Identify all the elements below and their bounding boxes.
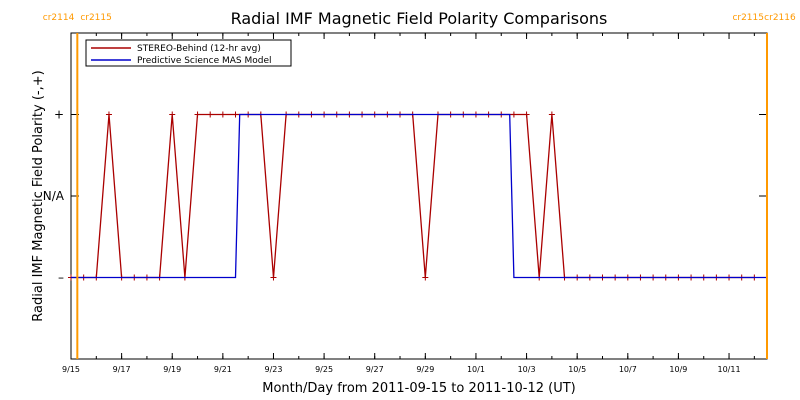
- x-tick-label: 9/27: [366, 365, 384, 374]
- y-tick-label: N/A: [43, 189, 65, 203]
- x-tick-label: 9/25: [315, 365, 333, 374]
- x-tick-label: 9/23: [264, 365, 282, 374]
- carrington-markers: cr2114 cr2115 cr2115 cr2116: [43, 13, 796, 359]
- x-tick-label: 9/19: [163, 365, 181, 374]
- x-tick-label: 10/7: [619, 365, 637, 374]
- data-point: [422, 274, 429, 281]
- y-tick-label: –: [58, 271, 64, 285]
- x-tick-label: 10/3: [518, 365, 536, 374]
- x-tick-label: 10/5: [568, 365, 586, 374]
- data-point: [207, 111, 214, 118]
- legend-box: [85, 39, 292, 67]
- carrington-label-left: cr2115: [732, 13, 764, 23]
- y-axis-label: Radial IMF Magnetic Field Polarity (-,+): [31, 70, 46, 321]
- data-point: [169, 111, 176, 118]
- data-point: [194, 111, 201, 118]
- x-tick-label: 9/21: [214, 365, 232, 374]
- legend-entry: Predictive Science MAS Model: [137, 56, 272, 66]
- x-tick-label: 9/15: [62, 365, 80, 374]
- x-tick-label: 10/11: [718, 365, 741, 374]
- x-tick-label: 9/17: [113, 365, 131, 374]
- chart-title: Radial IMF Magnetic Field Polarity Compa…: [231, 9, 608, 28]
- x-tick-label: 10/1: [467, 365, 485, 374]
- data-point: [510, 111, 517, 118]
- series-line: [71, 113, 767, 279]
- data-point: [523, 111, 530, 118]
- carrington-label-right: cr2116: [764, 13, 796, 23]
- data-point: [232, 111, 239, 118]
- carrington-label-left: cr2114: [43, 13, 75, 23]
- carrington-label-right: cr2115: [80, 13, 112, 23]
- data-point: [105, 111, 112, 118]
- axis-ticks: 9/15 9/17 9/19 9/21 9/23 9/25 9/27 9/29 10/1 10/3…: [43, 33, 767, 374]
- data-series: [68, 111, 767, 281]
- legend: STEREO-Behind (12-hr avg) Predictive Scie…: [85, 39, 292, 67]
- y-tick-label: +: [54, 108, 64, 122]
- data-point: [548, 111, 555, 118]
- legend-entry: STEREO-Behind (12-hr avg): [137, 44, 261, 54]
- data-point: [270, 274, 277, 281]
- x-tick-label: 10/9: [669, 365, 687, 374]
- x-axis-label: Month/Day from 2011-09-15 to 2011-10-12 …: [262, 381, 575, 396]
- data-point: [219, 111, 226, 118]
- x-tick-label: 9/29: [416, 365, 434, 374]
